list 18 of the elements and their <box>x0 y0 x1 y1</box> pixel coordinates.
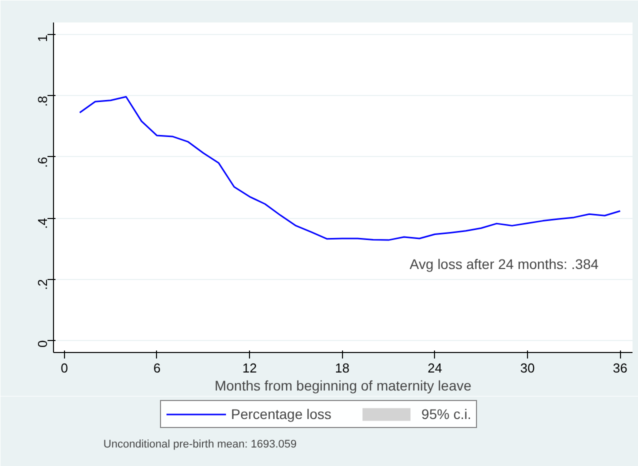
x-tick-label: 36 <box>612 360 628 376</box>
y-tick-label: 1 <box>35 34 50 42</box>
x-tick-label: 24 <box>428 360 442 376</box>
text: Unconditional pre-birth mean: 1693.059 <box>103 438 297 450</box>
x-axis-title: Months from beginning of maternity leave <box>214 378 472 394</box>
x-tick-label: 0 <box>60 360 68 376</box>
y-tick-label: 0 <box>35 340 50 348</box>
y-tick-label: .2 <box>35 279 50 290</box>
legend-label: 95% c.i. <box>421 406 472 422</box>
annotation: Avg loss after 24 months: .384 <box>410 256 599 272</box>
x-tick-label: 18 <box>335 360 350 376</box>
legend-label: Percentage loss <box>231 406 332 422</box>
y-tick-label: .8 <box>35 96 50 107</box>
x-tick-label: 6 <box>153 360 161 376</box>
y-tick-label: .6 <box>35 156 50 168</box>
x-tick-label: 30 <box>520 360 535 376</box>
y-tick-label: .4 <box>35 218 50 229</box>
x-tick-label: 12 <box>242 360 257 376</box>
